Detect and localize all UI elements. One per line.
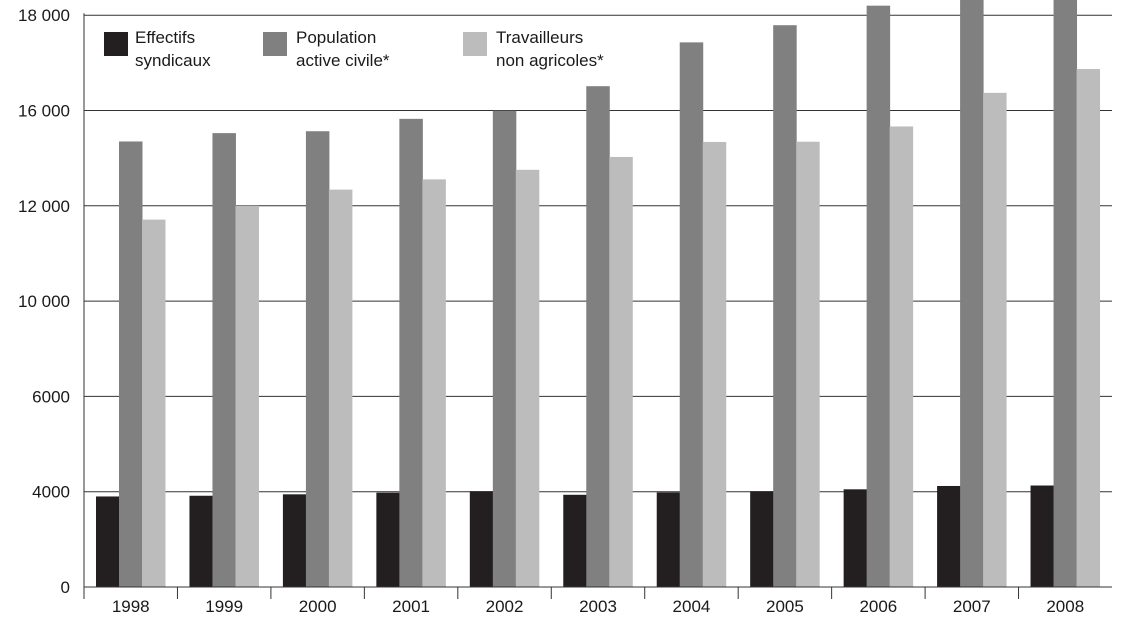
bar-2002-3	[515, 169, 540, 587]
x-tick-label: 2008	[1046, 597, 1084, 616]
x-tick-labels: 1998 1999 2000 2001 2002 2003 2004 2005 2006 2007…	[112, 597, 1084, 616]
bar-1999-3	[235, 205, 259, 588]
bar-2000-1	[282, 494, 307, 587]
bar-2001-3	[422, 179, 446, 587]
x-tick-label: 2002	[486, 597, 524, 616]
bar-2001-2	[399, 118, 423, 588]
bar-2004-3	[702, 141, 727, 587]
x-tick-label: 1999	[205, 597, 243, 616]
bar-2008-1	[1030, 485, 1055, 587]
bar-2008-3	[1076, 69, 1101, 588]
x-tick-label: 2005	[766, 597, 804, 616]
bar-2006-2	[866, 5, 891, 588]
bar-1998-3	[142, 219, 166, 587]
legend-label: syndicaux	[135, 51, 211, 70]
x-tick-label: 2004	[673, 597, 711, 616]
bar-2000-2	[305, 131, 330, 587]
y-tick-label: 6000	[32, 387, 70, 406]
bar-2007-1	[937, 485, 961, 587]
y-tick-label: 10 000	[18, 292, 70, 311]
x-tick-label: 2003	[579, 597, 617, 616]
bar-1999-1	[189, 495, 213, 587]
bar-2006-1	[843, 489, 868, 587]
bar-2003-2	[586, 86, 610, 588]
x-tick-label: 2007	[953, 597, 991, 616]
y-tick-label: 0	[61, 578, 70, 597]
bar-2002-1	[469, 491, 494, 587]
legend: Effectifs syndicaux Population active civil…	[104, 28, 604, 70]
legend-label: non agricoles*	[496, 51, 604, 70]
bar-2000-3	[328, 189, 353, 587]
bar-2005-2	[773, 25, 797, 588]
bar-2004-1	[656, 492, 681, 587]
x-tick-label: 2000	[299, 597, 337, 616]
bar-2005-3	[796, 141, 820, 587]
legend-swatch	[263, 32, 287, 56]
x-tick-label: 1998	[112, 597, 150, 616]
bar-2005-1	[750, 491, 774, 587]
bar-1998-2	[119, 141, 143, 587]
bars	[96, 0, 1101, 588]
legend-label: Travailleurs	[496, 28, 583, 47]
legend-swatch	[463, 32, 487, 56]
legend-label: active civile*	[296, 51, 390, 70]
bar-2007-2	[960, 0, 984, 587]
bar-2006-3	[889, 126, 914, 587]
y-tick-label: 4000	[32, 483, 70, 502]
bar-2002-2	[492, 110, 517, 587]
y-tick-label: 16 000	[18, 102, 70, 121]
y-tick-label: 18 000	[18, 6, 70, 25]
x-tick-label: 2006	[859, 597, 897, 616]
x-tick-label: 2001	[392, 597, 430, 616]
bar-2001-1	[376, 492, 400, 587]
y-tick-label: 12 000	[18, 197, 70, 216]
bar-1998-1	[96, 496, 120, 587]
bar-2003-3	[609, 156, 633, 588]
legend-label: Population	[296, 28, 376, 47]
legend-swatch	[104, 32, 128, 56]
bar-2003-1	[563, 494, 587, 587]
legend-label: Effectifs	[135, 28, 195, 47]
bar-1999-2	[212, 133, 236, 588]
bar-2007-3	[983, 92, 1007, 587]
axes	[83, 13, 1112, 599]
bar-2004-2	[679, 42, 704, 588]
bar-2008-2	[1053, 0, 1078, 587]
y-tick-labels: 0 4000 6000 10 000 12 000 16 000 18 000	[18, 6, 70, 597]
